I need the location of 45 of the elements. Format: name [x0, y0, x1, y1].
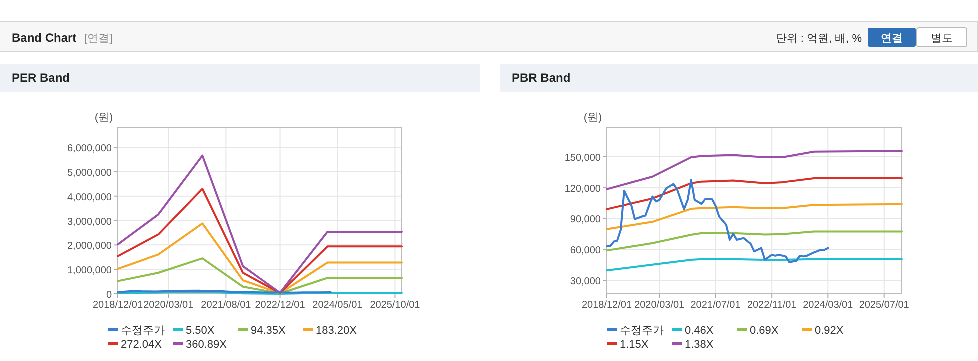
y-tick-label: 60,000 — [570, 246, 602, 257]
legend-label: 183.20X — [316, 325, 358, 337]
legend-label: 5.50X — [186, 325, 216, 337]
text: 연결 — [881, 33, 903, 45]
legend-label: 1.38X — [685, 339, 714, 351]
y-tick-label: 0 — [106, 290, 112, 301]
text: [연결] — [84, 33, 113, 45]
x-tick-label: 2025/07/01 — [859, 300, 910, 311]
legend-label: 0.46X — [685, 325, 714, 337]
text: 단위 : 억원, 배, % — [776, 33, 862, 45]
x-tick-label: 2024/03/01 — [803, 300, 854, 311]
x-tick-label: 2022/12/01 — [255, 300, 306, 311]
legend-label: 수정주가 — [620, 325, 664, 337]
chart-title: PER Band — [12, 71, 70, 85]
y-tick-label: 90,000 — [570, 214, 602, 226]
legend-label: 272.04X — [121, 339, 163, 351]
y-tick-label: 1,000,000 — [68, 266, 112, 277]
x-tick-label: 2021/08/01 — [201, 300, 252, 311]
legend-label: 0.92X — [815, 325, 844, 337]
text: 별도 — [931, 33, 953, 45]
y-tick-label: 150,000 — [564, 152, 602, 164]
x-tick-label: 2020/03/01 — [144, 300, 194, 311]
y-tick-label: 120,000 — [564, 184, 602, 195]
y-tick-label: 4,000,000 — [68, 192, 112, 204]
x-tick-label: 2021/07/01 — [690, 300, 742, 311]
y-tick-label: 5,000,000 — [68, 168, 112, 179]
legend-label: 1.15X — [620, 339, 650, 351]
x-tick-label: 2024/05/01 — [312, 300, 364, 311]
text: Band Chart — [12, 31, 77, 45]
x-tick-label: 2022/11/01 — [747, 300, 798, 311]
y-tick-label: 6,000,000 — [68, 144, 112, 155]
legend-label: 수정주가 — [121, 325, 165, 337]
x-tick-label: 2018/12/01 — [92, 300, 144, 311]
y-axis-title: (원) — [94, 112, 114, 124]
y-tick-label: 2,000,000 — [68, 241, 112, 252]
y-tick-label: 30,000 — [570, 276, 602, 288]
x-tick-label: 2020/03/01 — [634, 300, 686, 311]
y-tick-label: 3,000,000 — [68, 216, 112, 228]
x-tick-label: 2018/12/01 — [582, 300, 632, 311]
chart-title: PBR Band — [512, 71, 571, 85]
x-tick-label: 2025/10/01 — [370, 300, 421, 311]
legend-label: 360.89X — [186, 339, 228, 351]
legend-label: 0.69X — [750, 325, 780, 337]
y-axis-title: (원) — [584, 112, 602, 124]
legend-label: 94.35X — [251, 325, 287, 337]
